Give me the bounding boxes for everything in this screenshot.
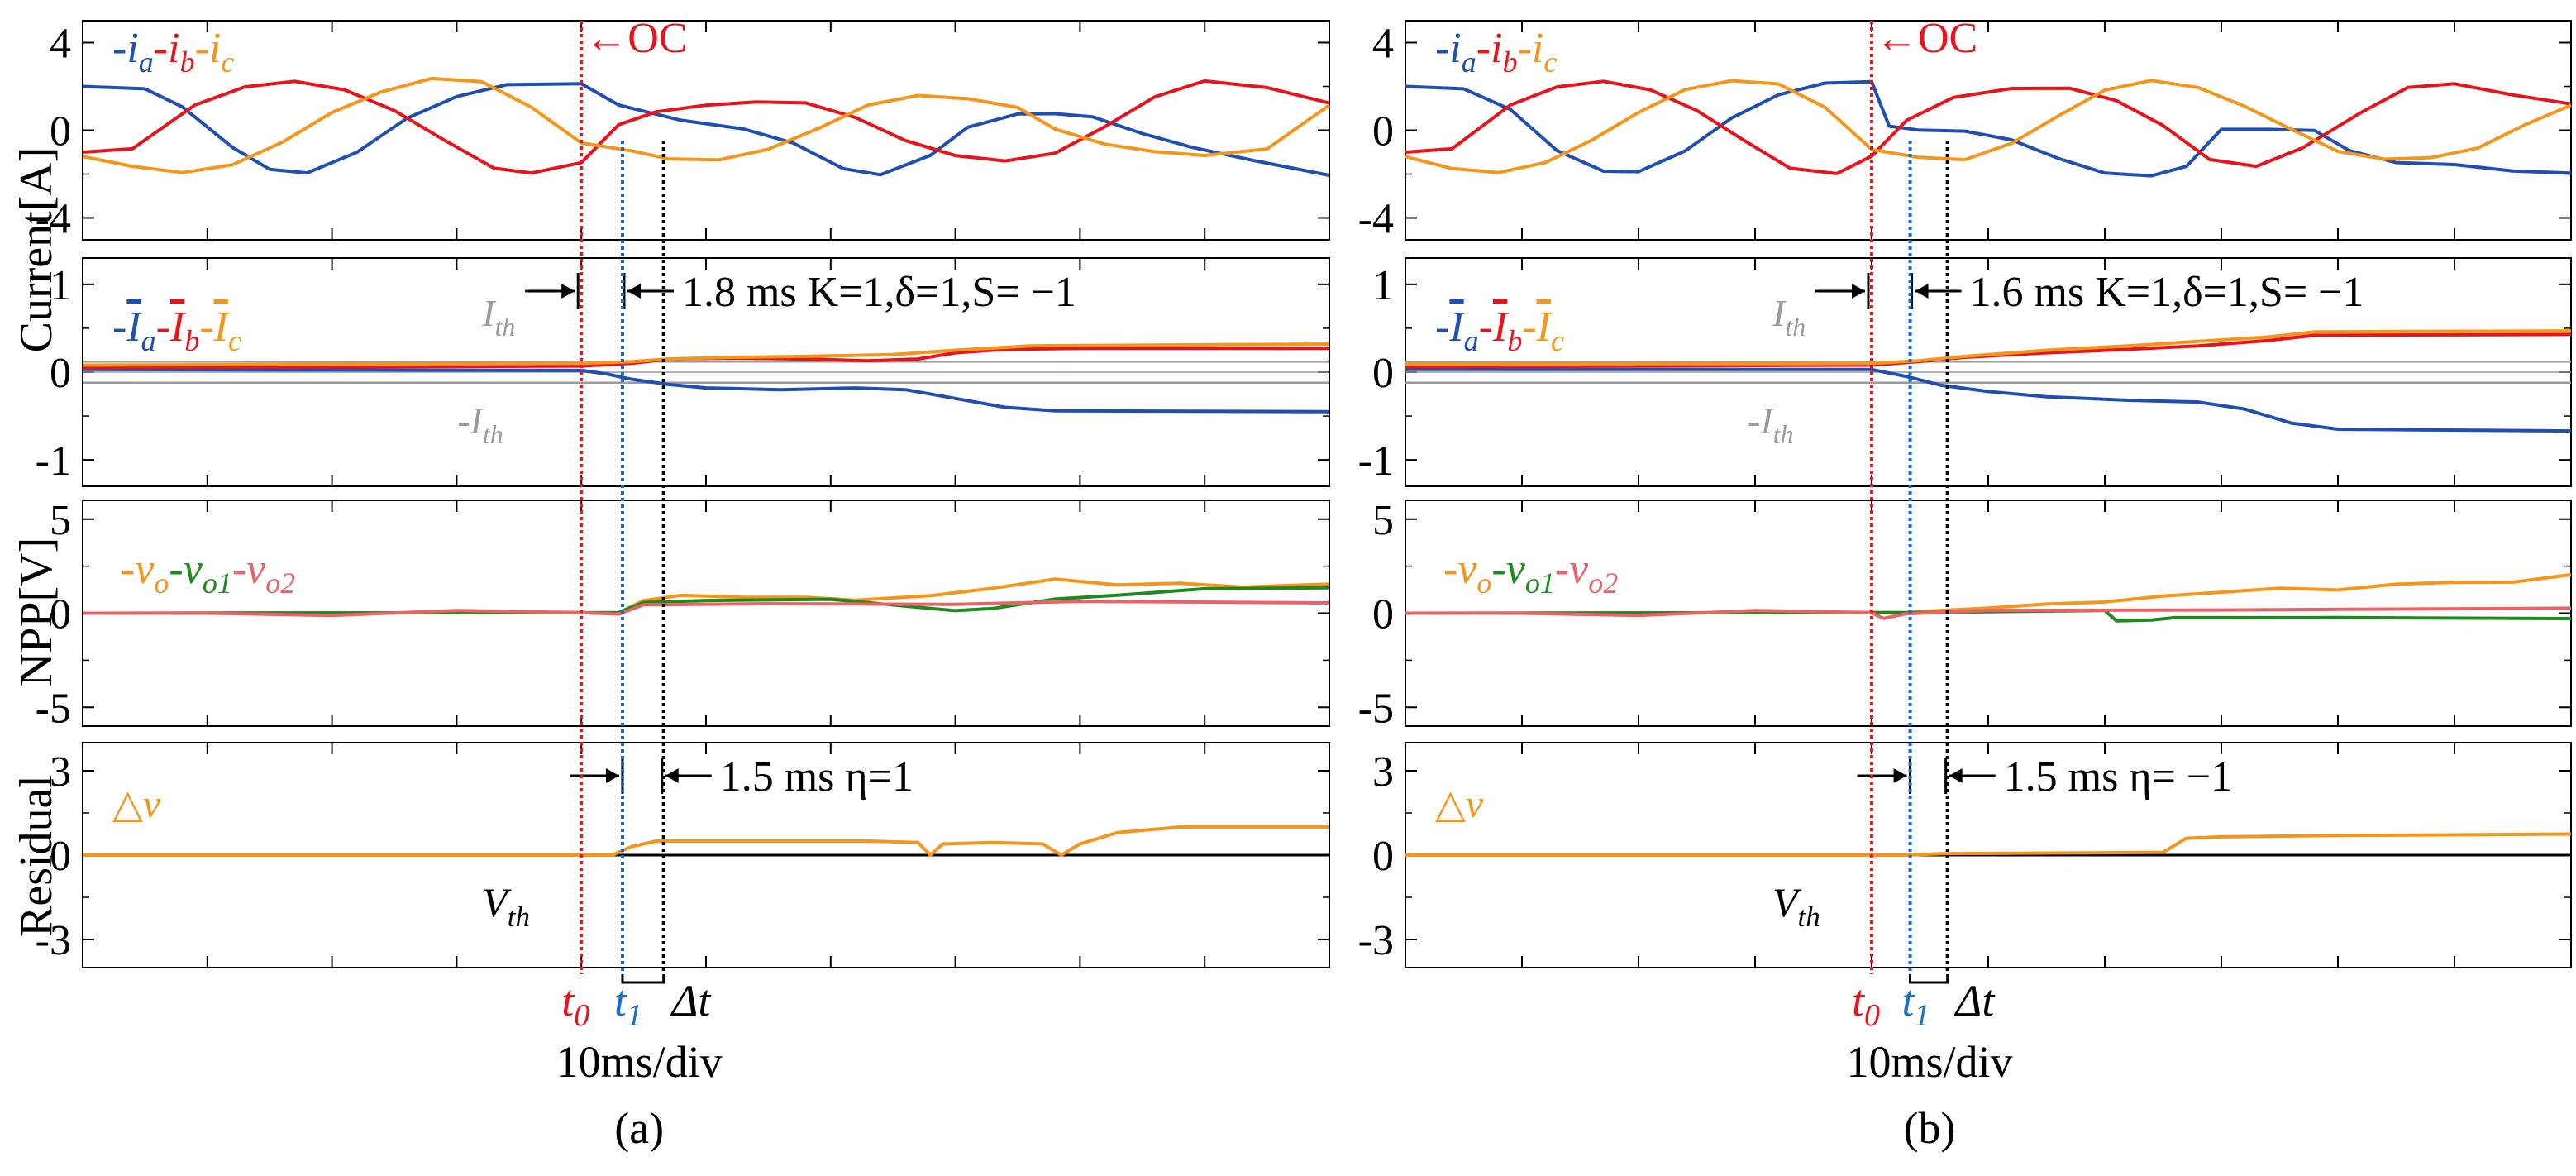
y-tick-label: 0 [50,350,71,397]
y-tick-label: 0 [1372,591,1394,638]
y-tick-label: 0 [1372,350,1394,397]
series-v_o2 [83,600,1330,618]
series-I_a [1405,367,2572,433]
residual-annotation: 1.5 ms η= −1 [2004,753,2233,801]
timescale-label: 10ms/div [1846,1037,2012,1087]
y-tick-label: 0 [1372,108,1394,155]
legend-delta-v: △v [1435,782,1484,826]
legend-delta-v: △v [112,782,161,826]
series-i_b [82,79,1330,175]
series-v_o1 [82,586,1330,615]
y-tick-label: -3 [1358,917,1394,964]
series-i_c [82,76,1331,174]
series-v_o2 [1405,606,2572,620]
subplot-npp: 5 0 -5 -vo-vo1-vo2 [36,497,1330,732]
y-tick-label: -3 [36,917,71,964]
y-tick-label: 0 [50,591,71,638]
oc-label: ←OC [584,15,687,62]
series-v_o [1405,572,2572,615]
subplot-npp: 5 0 -5 -vo-vo1-vo2 [1358,497,2572,732]
dt-label: Δt [1954,976,1996,1025]
subplot-phase-currents: 4 0 -4 -ia-ib-ic ←OC [36,15,1331,243]
dt-arrowhead [561,284,575,299]
detection-annotation: 1.6 ms K=1,δ=1,S= −1 [1970,269,2364,316]
subplot-phase-currents: 4 0 -4 -ia-ib-ic ←OC [1358,15,2572,243]
y-tick-label: 0 [50,833,71,880]
legend-phase-currents: -ia-ib-ic [112,25,234,79]
dt-bracket [1909,974,1949,984]
y-tick-label: 1 [1372,262,1394,309]
oc-label: ←OC [1875,15,1977,62]
series-I_a [82,367,1330,414]
dt-arrowhead [1893,768,1907,783]
ylabel-npp: NPP[V] [11,538,62,686]
residual-annotation: 1.5 ms η=1 [720,753,914,801]
t1-label: t1 [614,976,642,1033]
series-i_a [1405,79,2572,178]
t0-label: t0 [1852,976,1880,1033]
neg-ith-label: -Ith [457,399,503,449]
legend-phase-currents: -ia-ib-ic [1435,25,1557,79]
subplot-normalized-currents: 1 0 -1 -Ia-Ib-Ic Ith -Ith 1.8 ms K=1,δ=1,S= −1 [36,257,1330,487]
legend-normalized-currents: -Ia-Ib-Ic [1435,304,1564,357]
y-tick-label: 3 [1372,748,1394,796]
series-i_a [82,82,1330,177]
timescale-label: 10ms/div [556,1037,723,1087]
y-tick-label: 5 [50,497,71,544]
plot-frame [1405,20,2572,241]
dt-label: Δt [670,976,713,1025]
t0-label: t0 [561,976,589,1033]
legend-npp: -vo-vo1-vo2 [1443,546,1618,600]
series-v_o [82,577,1330,615]
dt-arrowhead [1852,284,1865,299]
y-tick-label: -4 [36,196,71,243]
dt-arrowhead [627,284,641,299]
ylabel-current: Current[A] [11,147,62,353]
plot-frame [82,20,1330,241]
dt-arrowhead [605,768,619,783]
ylabel-residual: Residual [11,775,62,937]
series-i_c [1405,79,2572,174]
dt-arrowhead [665,768,679,783]
vth-label: Vth [482,879,530,933]
series-delta_v [83,825,1329,857]
detection-annotation: 1.8 ms K=1,δ=1,S= −1 [682,269,1076,316]
series-delta_v [1405,832,2572,857]
dt-arrowhead [1915,284,1929,299]
neg-ith-label: -Ith [1748,399,1794,449]
dt-arrowhead [1949,768,1963,783]
y-tick-label: 0 [50,108,71,155]
y-tick-label: -1 [1358,437,1394,485]
ith-label: Ith [481,292,515,342]
y-tick-label: 5 [1372,497,1394,544]
y-tick-label: -4 [1358,196,1394,243]
ith-label: Ith [1772,292,1806,342]
y-tick-label: 0 [1372,833,1394,880]
y-tick-label: 3 [50,748,71,796]
y-tick-label: 4 [1372,21,1394,68]
panel-label: (b) [1904,1103,1956,1153]
panel-label: (a) [614,1103,664,1153]
series-I_c [82,342,1330,367]
subplot-residual: 3 0 -3 △v Vth 1.5 ms η=1 [36,742,1330,968]
y-tick-label: 4 [50,21,71,68]
series-i_b [1405,79,2572,175]
legend-normalized-currents: -Ia-Ib-Ic [112,304,241,357]
subplot-normalized-currents: 1 0 -1 -Ia-Ib-Ic Ith -Ith 1.6 ms K=1,δ=1,S= −1 [1358,257,2572,487]
series-I_c [1405,329,2572,366]
y-tick-label: -5 [1358,685,1394,732]
t1-label: t1 [1902,976,1930,1033]
panel-b: 4 0 -4 -ia-ib-ic ←OC 1 0 -1 -Ia-Ib-Ic Ith -Ith 1.6 … [1358,15,2572,1153]
subplot-residual: 3 0 -3 △v Vth 1.5 ms η= −1 [1358,742,2572,968]
legend-npp: -vo-vo1-vo2 [121,546,295,600]
vth-label: Vth [1772,879,1820,933]
dt-bracket [621,974,665,984]
series-I_b [82,347,1329,370]
y-tick-label: -5 [36,685,71,732]
y-tick-label: 1 [50,262,71,309]
panel-a: 4 0 -4 -ia-ib-ic ←OC 1 0 -1 -Ia-Ib-Ic Ith -Ith 1.8 … [36,15,1331,1153]
y-tick-label: -1 [36,437,71,485]
